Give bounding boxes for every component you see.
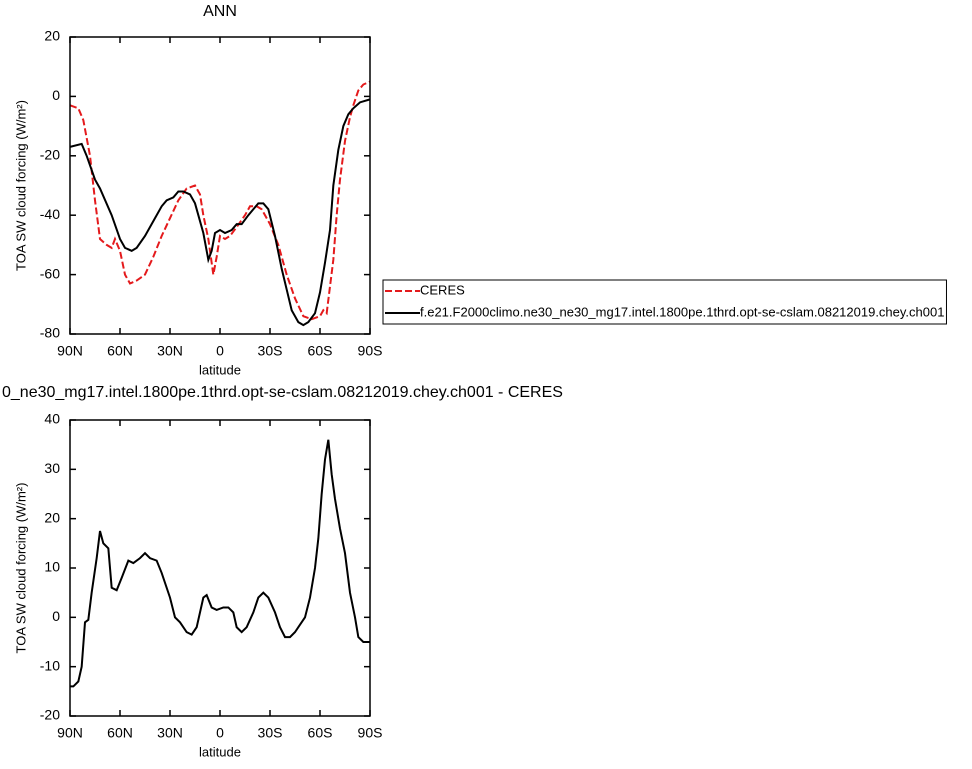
y-tick-label: -40 xyxy=(40,206,60,222)
data-line xyxy=(69,98,371,327)
plot-frame xyxy=(69,36,371,335)
y-tick-label: 30 xyxy=(44,460,60,476)
x-tick-label: 60S xyxy=(308,343,333,359)
y-tick-label: -80 xyxy=(40,325,60,341)
x-tick-label: 90S xyxy=(358,725,383,741)
x-axis-label: latitude xyxy=(199,744,241,759)
y-tick-label: 0 xyxy=(52,608,60,624)
x-tick-label: 0 xyxy=(216,725,224,741)
plot-frame xyxy=(69,419,371,717)
y-axis-label: TOA SW cloud forcing (W/m²) xyxy=(13,483,28,654)
x-tick-label: 30S xyxy=(258,343,283,359)
x-tick-label: 60S xyxy=(308,725,333,741)
legend-label: CERES xyxy=(420,282,465,297)
panel: ANN -80 -60 -40 -20 0 20 90N 60N 30N 0 30S 60S 90S lat… xyxy=(13,3,382,377)
y-tick-label: 0 xyxy=(52,87,60,103)
data-line xyxy=(69,80,371,321)
legend-frame xyxy=(382,279,947,325)
x-axis-label: latitude xyxy=(199,362,241,377)
y-tick-label: -60 xyxy=(40,265,60,281)
x-tick-label: 30N xyxy=(157,725,183,741)
y-tick-label: 20 xyxy=(44,28,60,44)
data-line xyxy=(70,439,370,688)
y-tick-label: -10 xyxy=(40,657,60,673)
y-tick-label: 20 xyxy=(44,509,60,525)
x-tick-label: 60N xyxy=(107,725,133,741)
x-tick-label: 60N xyxy=(107,343,133,359)
y-tick-label: 40 xyxy=(44,411,60,427)
legend-label: f.e21.F2000climo.ne30_ne30_mg17.intel.18… xyxy=(420,304,944,319)
y-tick-label: -20 xyxy=(40,707,60,723)
x-tick-label: 90N xyxy=(57,725,83,741)
y-tick-label: -20 xyxy=(40,147,60,163)
chart-title: ANN xyxy=(203,3,237,20)
chart-title: 0_ne30_mg17.intel.1800pe.1thrd.opt-se-cs… xyxy=(2,384,563,401)
panel: 0_ne30_mg17.intel.1800pe.1thrd.opt-se-cs… xyxy=(2,384,563,759)
y-tick-label: 10 xyxy=(44,559,60,575)
x-tick-label: 0 xyxy=(216,343,224,359)
x-tick-label: 90N xyxy=(57,343,83,359)
x-tick-label: 30S xyxy=(258,725,283,741)
x-tick-label: 90S xyxy=(358,343,383,359)
x-tick-label: 30N xyxy=(157,343,183,359)
y-axis-label: TOA SW cloud forcing (W/m²) xyxy=(13,100,28,271)
legend: CERES f.e21.F2000climo.ne30_ne30_mg17.int… xyxy=(382,279,947,325)
